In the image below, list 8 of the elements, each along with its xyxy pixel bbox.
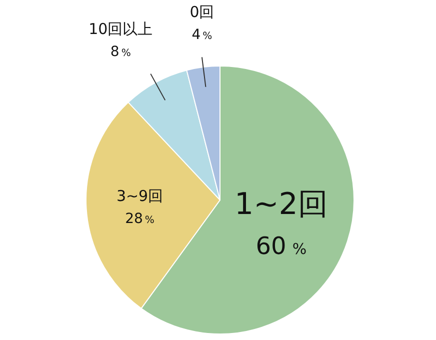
slice-label: 0回 xyxy=(190,3,214,22)
slice-label: 10回以上 xyxy=(88,20,153,38)
data-label: 60% xyxy=(256,232,307,260)
data-label: 28% xyxy=(125,211,154,228)
slice-label: 1~2回 xyxy=(234,186,328,222)
slice-label: 3~9回 xyxy=(116,187,164,206)
data-label: 8% xyxy=(110,44,131,60)
data-label: 4% xyxy=(192,27,212,44)
